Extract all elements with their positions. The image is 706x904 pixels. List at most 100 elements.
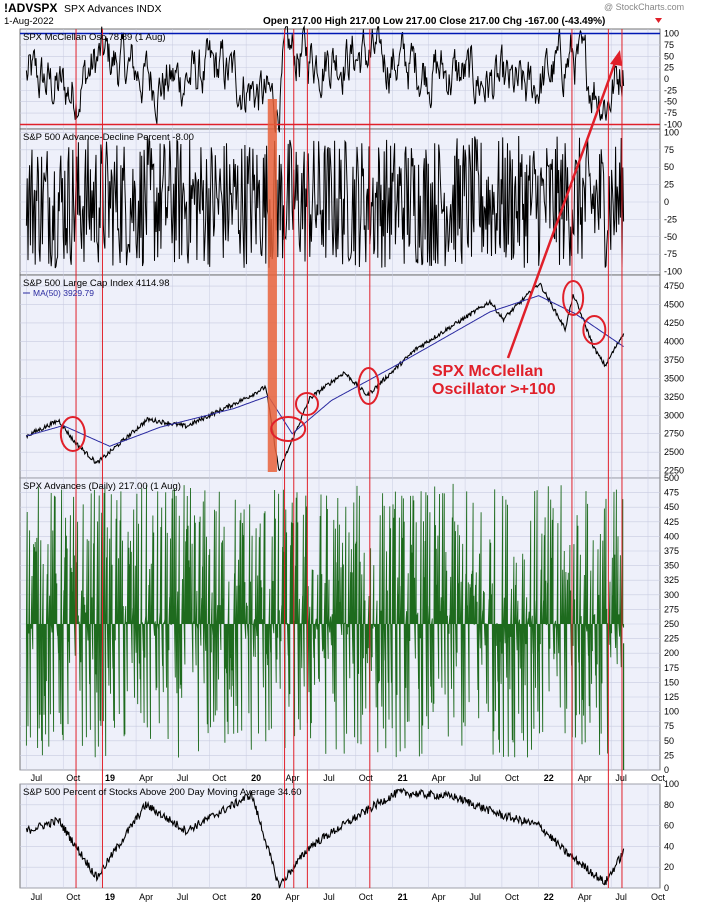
x-tick-label: 20 (251, 892, 261, 902)
y-tick-label: 250 (664, 619, 679, 629)
y-tick-label: 450 (664, 502, 679, 512)
event-circle (357, 367, 380, 405)
y-tick-label: -75 (664, 108, 677, 118)
y-tick-label: 225 (664, 634, 679, 644)
x-tick-label: Jul (469, 773, 481, 783)
x-tick-label: 19 (105, 773, 115, 783)
x-tick-label: Oct (66, 773, 81, 783)
y-tick-label: 150 (664, 677, 679, 687)
marks-layer (20, 24, 660, 889)
pct-above-200dma-line (25, 787, 625, 889)
header-date: 1-Aug-2022 (4, 16, 54, 27)
x-tick-label: Oct (651, 773, 666, 783)
y-tick-label: 300 (664, 590, 679, 600)
event-circle (562, 280, 585, 316)
header-watermark: @ StockCharts.com (604, 2, 684, 12)
y-tick-label: -25 (664, 214, 677, 224)
y-tick-label: 0 (664, 765, 669, 775)
overlay-layer (59, 29, 623, 888)
panel-1-title: S&P 500 Advance-Decline Percent -8.00 (23, 132, 194, 143)
x-tick-label: Apr (286, 773, 300, 783)
x-tick-label: Oct (66, 892, 81, 902)
y-tick-label: 4000 (664, 336, 684, 346)
x-tick-label: Apr (578, 773, 592, 783)
x-tick-label: 21 (398, 773, 408, 783)
x-tick-label: 20 (251, 773, 261, 783)
y-tick-label: 100 (664, 29, 679, 39)
y-tick-label: 25 (664, 180, 674, 190)
x-tick-label: Oct (212, 773, 227, 783)
x-tick-label: Apr (139, 773, 153, 783)
x-tick-label: Apr (286, 892, 300, 902)
y-tick-label: 4750 (664, 281, 684, 291)
down-arrow-icon (655, 18, 662, 23)
y-tick-label: 2500 (664, 447, 684, 457)
x-tick-label: Jul (323, 892, 335, 902)
mcclellan-line (25, 24, 625, 133)
y-tick-label: 275 (664, 604, 679, 614)
y-tick-label: 3250 (664, 392, 684, 402)
y-tick-label: 0 (664, 74, 669, 84)
x-tick-label: 22 (544, 773, 554, 783)
y-tick-label: 475 (664, 488, 679, 498)
x-tick-label: Jul (469, 892, 481, 902)
x-tick-label: Apr (578, 892, 592, 902)
y-tick-label: 100 (664, 779, 679, 789)
y-tick-label: 125 (664, 692, 679, 702)
advances-bars (25, 483, 625, 758)
y-tick-label: 50 (664, 51, 674, 61)
header-quote: Open 217.00 High 217.00 Low 217.00 Close… (263, 16, 605, 27)
x-tick-label: Oct (505, 773, 520, 783)
highlight-box (267, 99, 277, 472)
panel-3-title: SPX Advances (Daily) 217.00 (1 Aug) (23, 481, 181, 492)
y-tick-label: 25 (664, 750, 674, 760)
panel-2-title: S&P 500 Large Cap Index 4114.98 (23, 278, 170, 289)
y-tick-label: -100 (664, 267, 682, 277)
annotation-arrowhead-icon (610, 50, 622, 66)
event-circle (270, 416, 307, 442)
y-tick-label: 2250 (664, 466, 684, 476)
y-tick-label: 0 (664, 883, 669, 893)
y-tick-label: 50 (664, 736, 674, 746)
y-tick-label: 3750 (664, 355, 684, 365)
y-tick-label: 75 (664, 40, 674, 50)
x-tick-label: Apr (139, 892, 153, 902)
y-tick-label: 100 (664, 707, 679, 717)
y-tick-label: 375 (664, 546, 679, 556)
y-tick-label: 75 (664, 721, 674, 731)
y-tick-label: 50 (664, 162, 674, 172)
y-tick-label: 425 (664, 517, 679, 527)
y-tick-label: 500 (664, 473, 679, 483)
x-tick-label: Apr (432, 773, 446, 783)
y-tick-label: -50 (664, 97, 677, 107)
y-tick-label: 4500 (664, 300, 684, 310)
y-tick-label: 40 (664, 841, 674, 851)
y-tick-label: 75 (664, 145, 674, 155)
y-tick-label: 80 (664, 800, 674, 810)
ma50-line (26, 295, 624, 447)
x-tick-label: Oct (505, 892, 520, 902)
y-tick-label: 325 (664, 575, 679, 585)
header-symbol: !ADVSPX (4, 1, 57, 15)
annotation-line2: Oscillator >+100 (432, 381, 556, 398)
y-tick-label: -100 (664, 119, 682, 129)
y-tick-label: 4250 (664, 318, 684, 328)
x-tick-label: Jul (177, 892, 189, 902)
panel-4-title: S&P 500 Percent of Stocks Above 200 Day … (23, 787, 302, 798)
x-tick-label: Oct (359, 773, 374, 783)
x-tick-label: Oct (359, 892, 374, 902)
y-tick-label: 400 (664, 531, 679, 541)
x-tick-label: Oct (651, 892, 666, 902)
x-tick-label: 22 (544, 892, 554, 902)
y-tick-label: 350 (664, 561, 679, 571)
panel-0-title: SPX McClellan Osc 78.89 (1 Aug) (23, 32, 166, 43)
y-tick-label: 25 (664, 63, 674, 73)
event-circle (582, 315, 607, 345)
y-tick-label: 3500 (664, 373, 684, 383)
header-name: SPX Advances INDX (64, 3, 161, 15)
annotation-line1: SPX McClellan (432, 363, 543, 380)
x-tick-label: 19 (105, 892, 115, 902)
y-tick-label: 175 (664, 663, 679, 673)
spx-price-line (25, 282, 625, 472)
